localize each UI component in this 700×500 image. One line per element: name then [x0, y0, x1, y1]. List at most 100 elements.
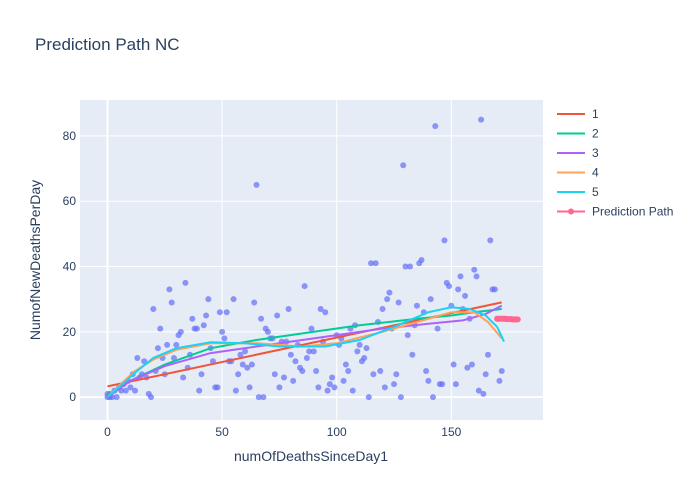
scatter-point[interactable]	[232, 387, 239, 394]
scatter-point[interactable]	[242, 348, 249, 355]
scatter-point[interactable]	[452, 381, 459, 388]
scatter-point[interactable]	[381, 384, 388, 391]
scatter-point[interactable]	[418, 257, 425, 263]
scatter-point[interactable]	[326, 381, 333, 388]
scatter-point[interactable]	[363, 345, 370, 352]
scatter-point[interactable]	[427, 296, 434, 303]
scatter-point[interactable]	[258, 315, 265, 322]
scatter-point[interactable]	[315, 384, 322, 391]
scatter-point[interactable]	[407, 263, 414, 270]
scatter-point[interactable]	[496, 377, 503, 384]
scatter-point[interactable]	[379, 305, 386, 312]
scatter-point[interactable]	[177, 328, 184, 335]
scatter-point[interactable]	[498, 368, 505, 375]
scatter-point[interactable]	[487, 237, 494, 244]
scatter-point[interactable]	[423, 368, 430, 375]
scatter-point[interactable]	[450, 361, 457, 368]
scatter-point[interactable]	[164, 341, 171, 348]
scatter-point[interactable]	[301, 283, 308, 290]
scatter-point[interactable]	[313, 368, 320, 375]
scatter-point[interactable]	[205, 296, 212, 303]
scatter-point[interactable]	[441, 237, 448, 244]
scatter-point[interactable]	[154, 345, 161, 352]
scatter-point[interactable]	[221, 335, 228, 342]
scatter-point[interactable]	[306, 348, 313, 355]
legend-label-5[interactable]: 5	[592, 185, 599, 199]
scatter-point[interactable]	[393, 371, 400, 378]
scatter-point[interactable]	[368, 260, 375, 267]
scatter-point[interactable]	[264, 328, 271, 335]
scatter-point[interactable]	[342, 361, 349, 368]
scatter-point[interactable]	[478, 116, 485, 123]
scatter-point[interactable]	[113, 394, 120, 401]
scatter-point[interactable]	[292, 358, 299, 365]
scatter-point[interactable]	[193, 325, 200, 332]
scatter-point[interactable]	[168, 299, 175, 306]
scatter-point[interactable]	[180, 374, 187, 381]
prediction-marker[interactable]	[514, 316, 521, 323]
scatter-point[interactable]	[384, 296, 391, 303]
scatter-point[interactable]	[317, 305, 324, 312]
scatter-point[interactable]	[214, 384, 221, 391]
scatter-point[interactable]	[255, 394, 262, 401]
scatter-point[interactable]	[391, 381, 398, 388]
scatter-point[interactable]	[290, 377, 297, 384]
legend-label-3[interactable]: 3	[592, 146, 599, 160]
scatter-point[interactable]	[189, 315, 196, 322]
legend-label-prediction[interactable]: Prediction Path	[592, 205, 673, 219]
scatter-point[interactable]	[482, 371, 489, 378]
scatter-point[interactable]	[484, 351, 491, 358]
scatter-point[interactable]	[429, 394, 436, 401]
scatter-point[interactable]	[409, 351, 416, 358]
scatter-point[interactable]	[235, 371, 242, 378]
scatter-point[interactable]	[491, 286, 498, 293]
scatter-point[interactable]	[230, 296, 237, 303]
scatter-point[interactable]	[324, 387, 331, 394]
scatter-point[interactable]	[127, 384, 134, 391]
scatter-point[interactable]	[166, 286, 173, 293]
scatter-point[interactable]	[203, 312, 210, 319]
scatter-point[interactable]	[349, 387, 356, 394]
scatter-point[interactable]	[303, 354, 310, 361]
scatter-point[interactable]	[471, 266, 478, 273]
scatter-point[interactable]	[299, 368, 306, 375]
scatter-point[interactable]	[237, 351, 244, 358]
scatter-point[interactable]	[329, 374, 336, 381]
scatter-point[interactable]	[260, 394, 267, 401]
scatter-point[interactable]	[356, 341, 363, 348]
scatter-point[interactable]	[274, 312, 281, 319]
scatter-point[interactable]	[253, 181, 260, 188]
scatter-point[interactable]	[196, 387, 203, 394]
scatter-point[interactable]	[244, 364, 251, 371]
scatter-point[interactable]	[157, 325, 164, 332]
scatter-point[interactable]	[134, 354, 141, 361]
scatter-point[interactable]	[370, 371, 377, 378]
scatter-point[interactable]	[434, 325, 441, 332]
scatter-point[interactable]	[310, 348, 317, 355]
scatter-point[interactable]	[455, 286, 462, 293]
scatter-point[interactable]	[150, 305, 157, 312]
scatter-point[interactable]	[148, 394, 155, 401]
scatter-point[interactable]	[395, 299, 402, 306]
scatter-point[interactable]	[397, 394, 404, 401]
scatter-point[interactable]	[132, 387, 139, 394]
scatter-point[interactable]	[198, 371, 205, 378]
scatter-point[interactable]	[280, 374, 287, 381]
scatter-point[interactable]	[251, 299, 258, 306]
scatter-point[interactable]	[331, 384, 338, 391]
scatter-point[interactable]	[480, 390, 487, 397]
scatter-point[interactable]	[219, 328, 226, 335]
scatter-point[interactable]	[239, 361, 246, 368]
scatter-point[interactable]	[402, 263, 409, 270]
scatter-point[interactable]	[173, 341, 180, 348]
scatter-point[interactable]	[345, 368, 352, 375]
series-lines[interactable]	[106, 301, 521, 398]
scatter-point[interactable]	[473, 273, 480, 280]
legend[interactable]: 1 2 3 4 5 Prediction Path	[557, 107, 673, 219]
scatter-point[interactable]	[400, 162, 407, 169]
scatter-point[interactable]	[170, 354, 177, 361]
scatter-point[interactable]	[276, 384, 283, 391]
legend-label-1[interactable]: 1	[592, 107, 599, 121]
scatter-point[interactable]	[285, 305, 292, 312]
scatter-point[interactable]	[413, 302, 420, 309]
